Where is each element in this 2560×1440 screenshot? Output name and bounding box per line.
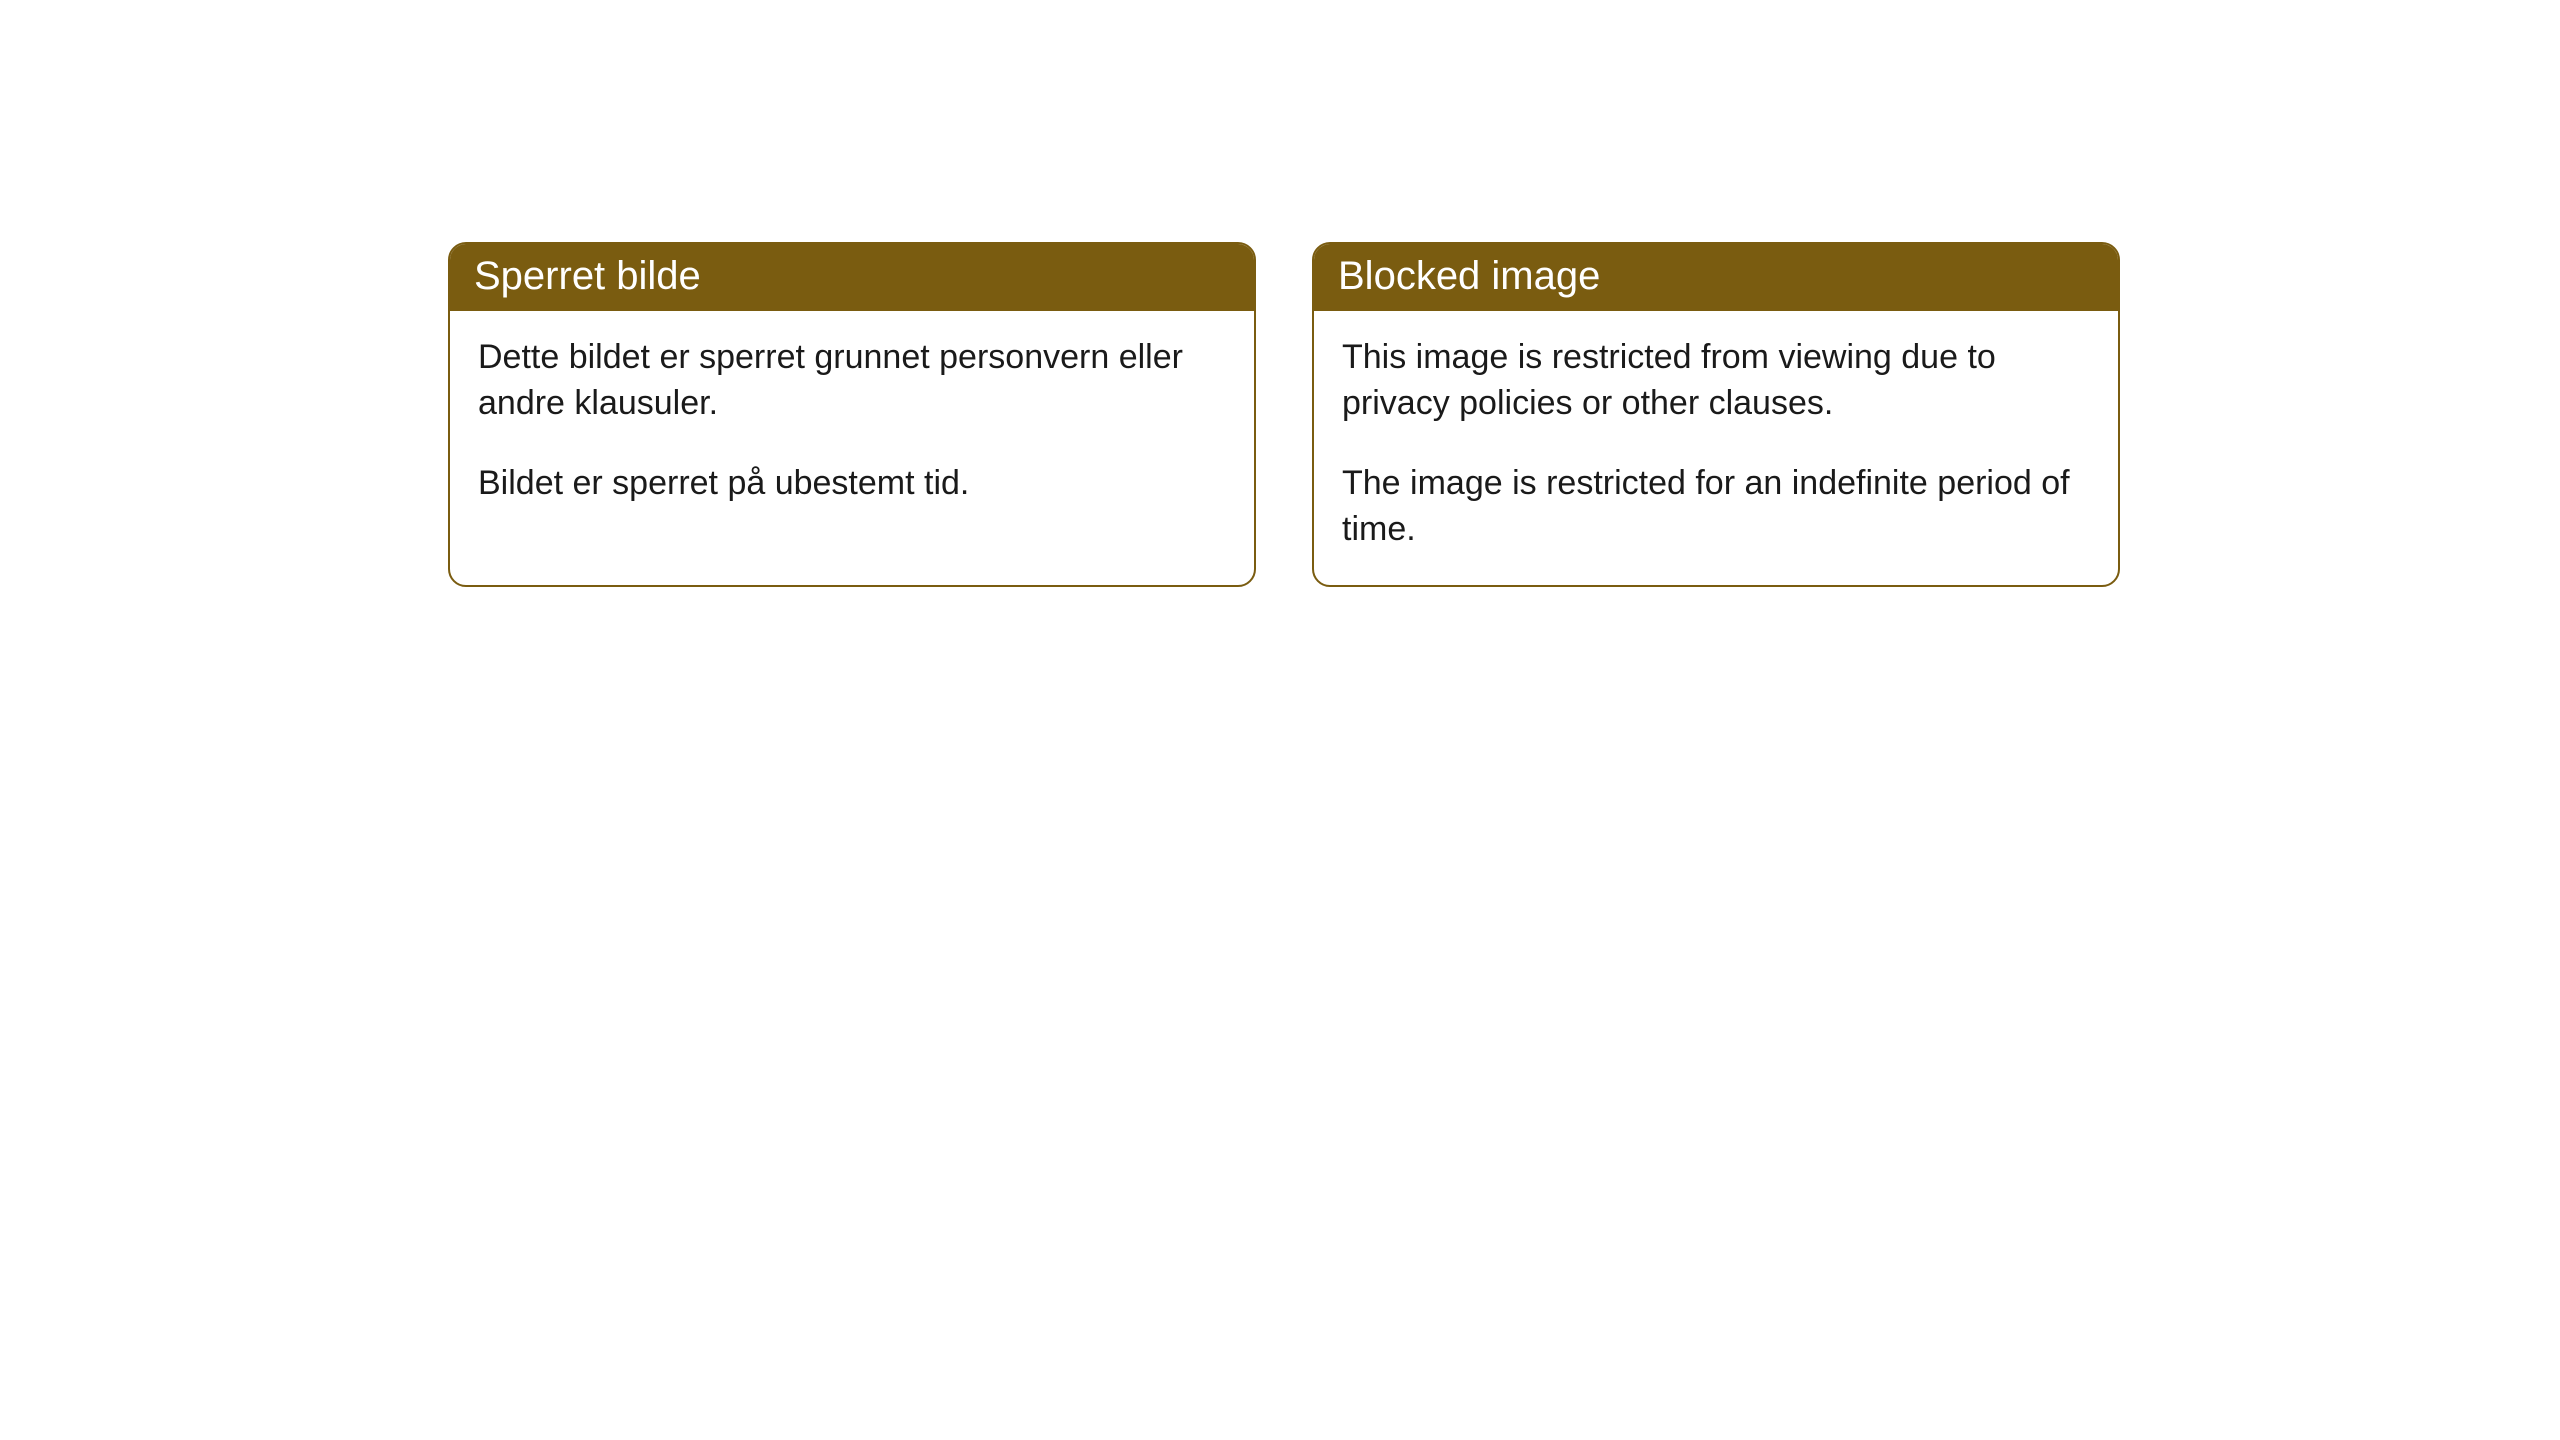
card-paragraph: This image is restricted from viewing du… [1342,335,2090,427]
card-title: Blocked image [1338,254,1600,298]
card-paragraph: Bildet er sperret på ubestemt tid. [478,461,1226,507]
card-header: Sperret bilde [450,244,1254,311]
card-body: This image is restricted from viewing du… [1314,311,2118,585]
card-paragraph: The image is restricted for an indefinit… [1342,461,2090,553]
blocked-image-card-norwegian: Sperret bilde Dette bildet er sperret gr… [448,242,1256,587]
card-paragraph: Dette bildet er sperret grunnet personve… [478,335,1226,427]
card-title: Sperret bilde [474,254,701,298]
blocked-image-card-english: Blocked image This image is restricted f… [1312,242,2120,587]
card-body: Dette bildet er sperret grunnet personve… [450,311,1254,539]
card-header: Blocked image [1314,244,2118,311]
cards-container: Sperret bilde Dette bildet er sperret gr… [448,242,2120,587]
